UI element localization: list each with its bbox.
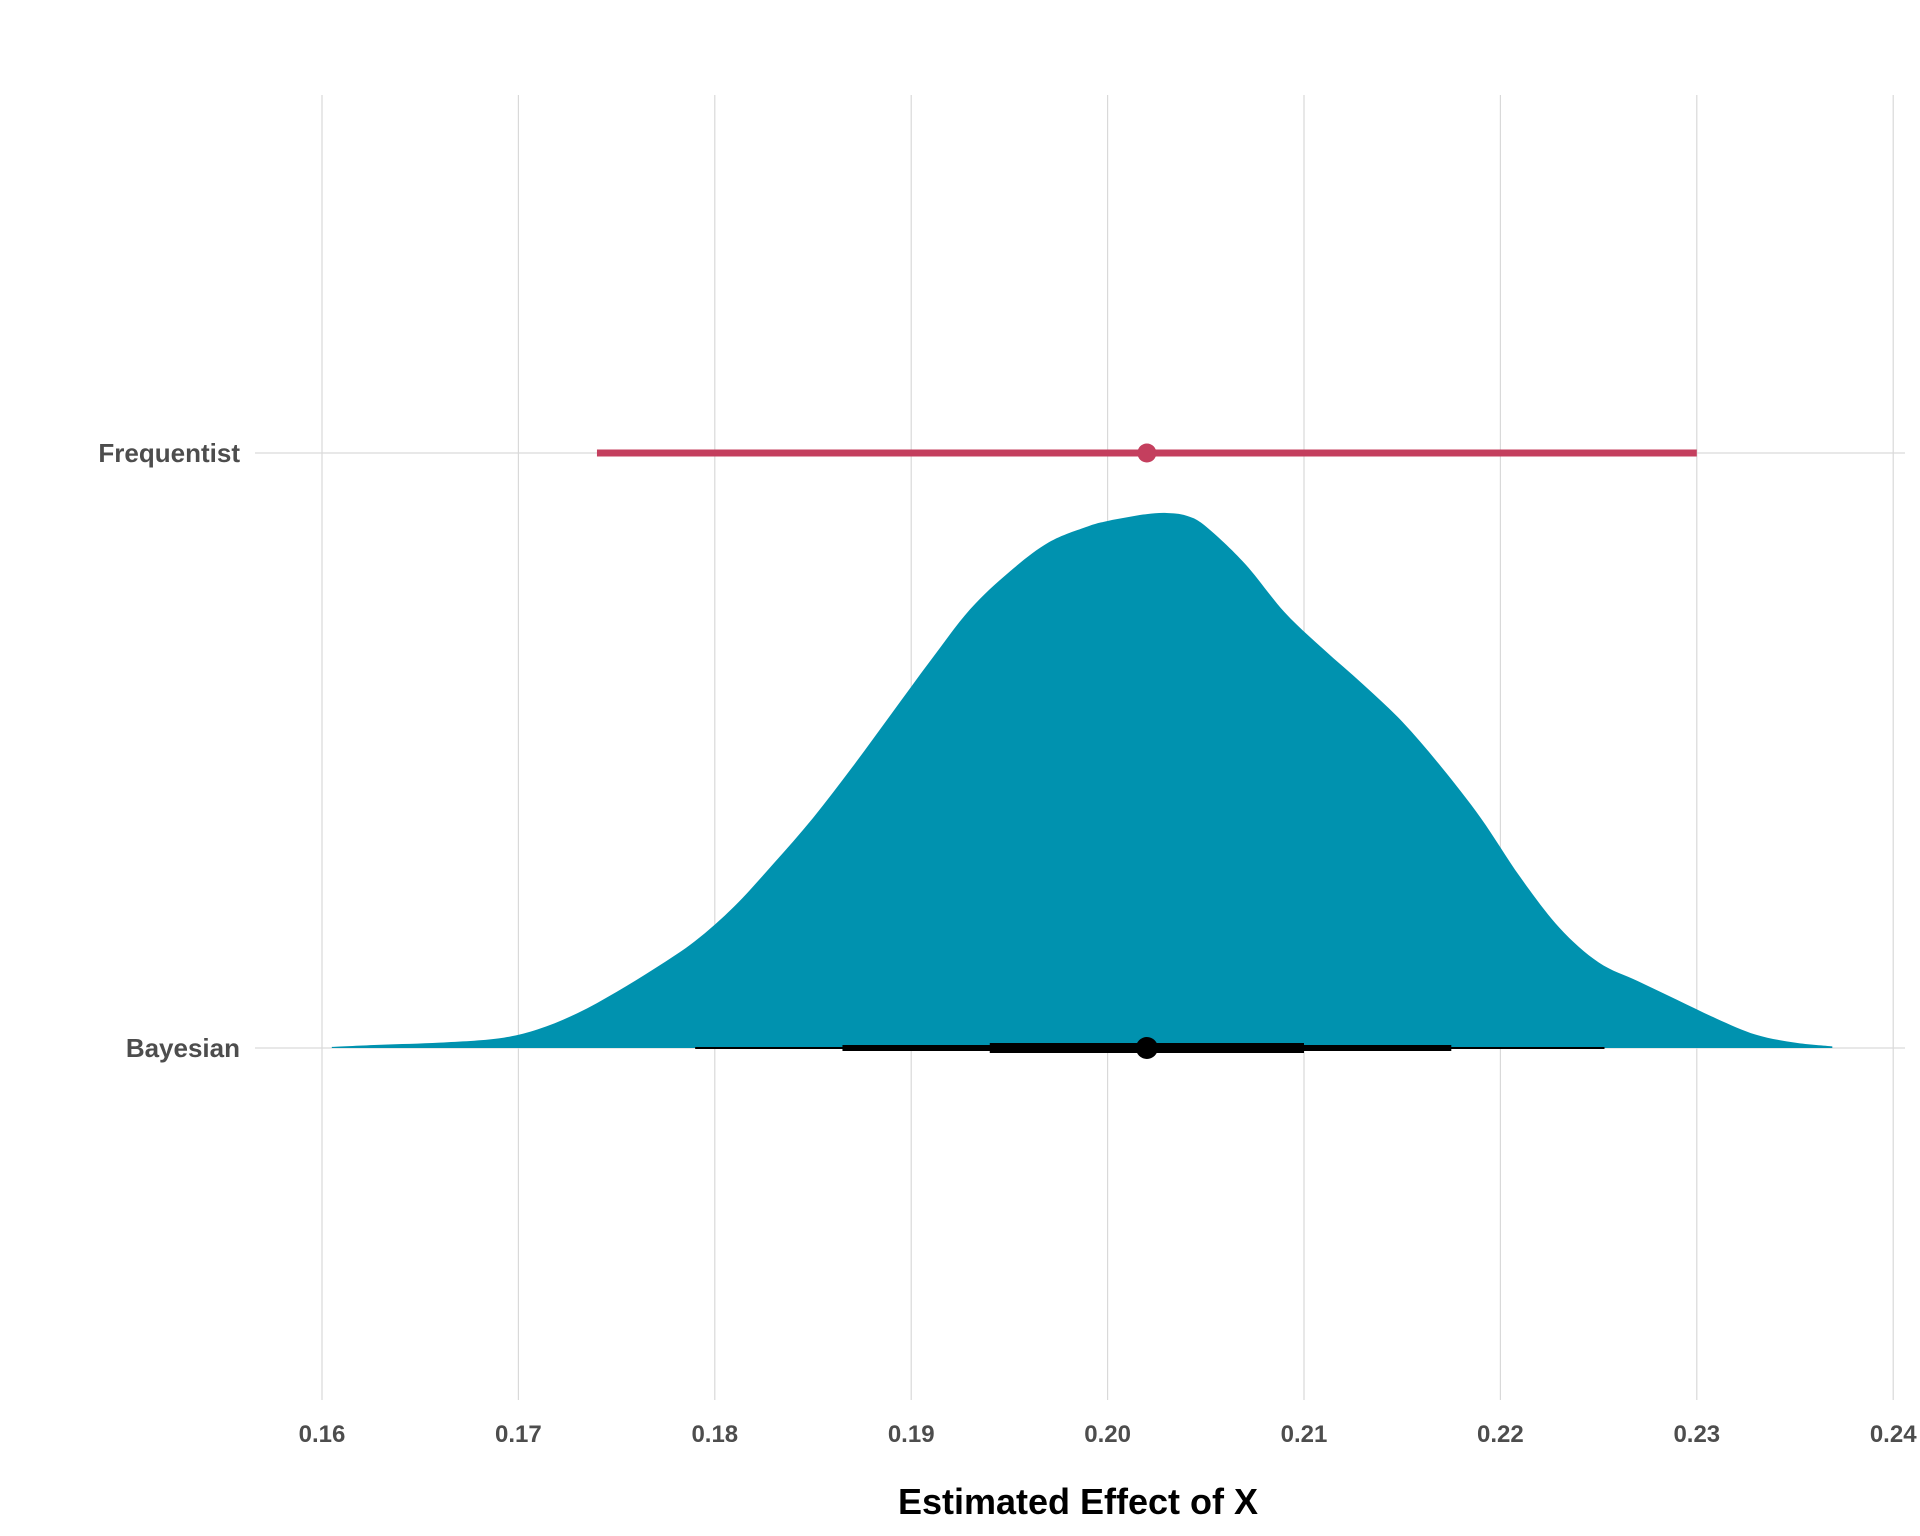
- bayesian-median-point: [1135, 1037, 1158, 1059]
- x-tick-label: 0.24: [1870, 1421, 1917, 1448]
- y-tick-label-frequentist: Frequentist: [98, 438, 240, 468]
- density-area: [331, 512, 1833, 1048]
- x-tick-label: 0.19: [888, 1421, 935, 1448]
- x-tick-label: 0.22: [1477, 1421, 1524, 1448]
- x-axis-title: Estimated Effect of X: [898, 1481, 1258, 1522]
- frequentist-point: [1137, 443, 1157, 463]
- y-tick-label-bayesian: Bayesian: [126, 1033, 240, 1063]
- x-tick-label: 0.21: [1281, 1421, 1328, 1448]
- intervals: [596, 443, 1697, 1059]
- x-tick-label: 0.16: [299, 1421, 346, 1448]
- x-tick-label: 0.20: [1084, 1421, 1131, 1448]
- x-tick-label: 0.17: [495, 1421, 542, 1448]
- bayesian-density: [331, 512, 1833, 1048]
- labels: 0.16 0.17 0.18 0.19 0.20 0.21 0.22 0.23 0.24 Freq…: [98, 438, 1917, 1448]
- x-tick-label: 0.18: [691, 1421, 738, 1448]
- x-tick-label: 0.23: [1673, 1421, 1720, 1448]
